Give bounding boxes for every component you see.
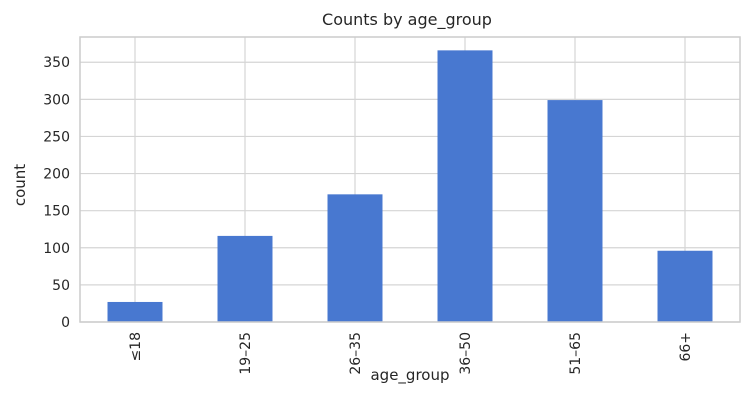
bar-2 [327,194,383,322]
x-tick-label: 19–25 [238,332,254,375]
grid-lines [80,37,740,323]
x-tick-label: 51–65 [568,332,584,375]
bar-3 [437,50,493,322]
bars [107,50,713,322]
x-axis-label: age_group [370,366,449,385]
bar-1 [217,235,273,322]
plot-frame [79,36,741,323]
y-tick-label: 0 [61,315,70,331]
y-tick-label: 100 [43,241,70,257]
y-tick-label: 150 [43,204,70,220]
y-tick-label: 50 [52,278,70,294]
y-tick-label: 250 [43,129,70,145]
y-axis-label: count [11,164,29,206]
x-tick-label: 26–35 [348,332,364,375]
x-tick-label: ≤18 [128,332,144,362]
bar-0 [107,301,163,322]
x-tick-label: 36–50 [458,332,474,375]
bar-4 [547,100,603,322]
chart-title: Counts by age_group [322,10,492,30]
x-tick-label: 66+ [678,332,694,362]
tick-labels: 0 50 100 150 200 250 300 350 ≤18 19–25 26–35 36–50 5… [43,55,694,374]
y-tick-label: 200 [43,167,70,183]
bar-5 [657,250,713,322]
y-tick-label: 300 [43,92,70,108]
axes [79,36,741,323]
y-tick-label: 350 [43,55,70,71]
